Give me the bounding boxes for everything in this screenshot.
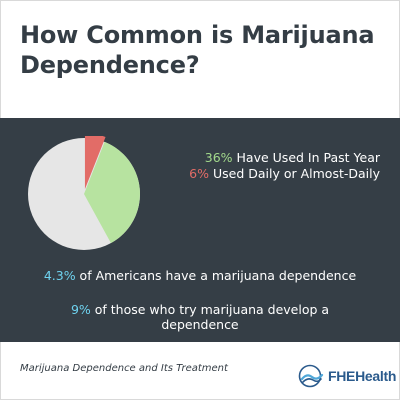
footer-caption: Marijuana Dependence and Its Treatment: [20, 363, 228, 374]
wave-logo-icon: [298, 364, 324, 388]
legend-value: 6%: [189, 166, 209, 181]
stat-value: 9%: [70, 302, 91, 317]
legend-label: Have Used In Past Year: [232, 150, 380, 165]
stat-try-rate: 9% of those who try marijuana develop a …: [70, 302, 330, 332]
legend-value: 36%: [204, 150, 233, 165]
stat-value: 4.3%: [43, 268, 76, 283]
brand-logo[interactable]: FHEHealth: [298, 364, 396, 388]
pie-slice-daily: [84, 136, 106, 190]
legend-label: Used Daily or Almost-Daily: [209, 166, 380, 181]
pie-chart: [28, 136, 140, 250]
logo-text: FHEHealth: [328, 368, 397, 384]
stat-text: of Americans have a marijuana dependence: [75, 268, 357, 283]
pie-slice-past-year: [84, 141, 140, 244]
legend-item-past-year: 36% Have Used In Past Year: [166, 150, 380, 166]
stat-dependence-rate: 4.3% of Americans have a marijuana depen…: [0, 268, 400, 284]
legend-item-daily: 6% Used Daily or Almost-Daily: [166, 166, 380, 182]
chart-legend: 36% Have Used In Past Year 6% Used Daily…: [166, 150, 380, 182]
page-title: How Common is Marijuana Dependence?: [20, 21, 375, 79]
stat-text: of those who try marijuana develop a dep…: [90, 302, 330, 332]
